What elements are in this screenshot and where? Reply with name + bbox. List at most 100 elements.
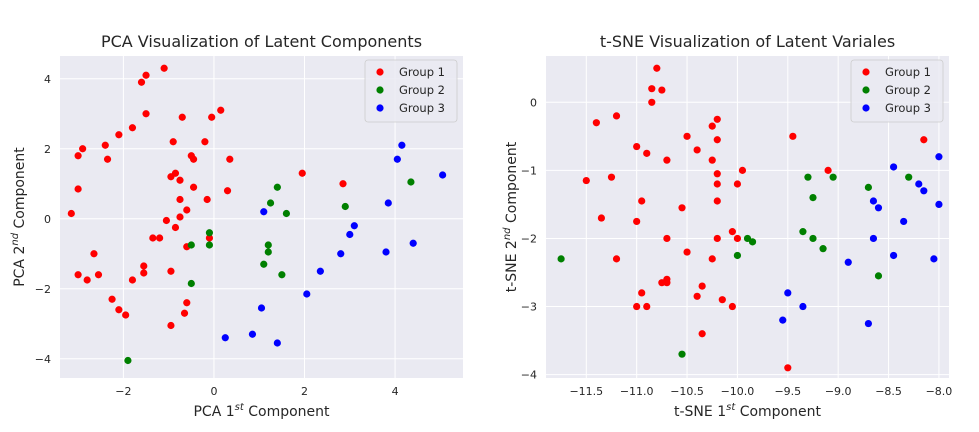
x-tick-label: −9.5 — [774, 385, 801, 398]
data-point — [864, 319, 873, 328]
data-point — [273, 339, 281, 347]
legend-marker — [376, 68, 384, 76]
x-tick-label: 2 — [301, 385, 308, 398]
data-point — [789, 132, 797, 140]
data-point — [935, 200, 943, 209]
x-tick-label: −10.5 — [670, 385, 704, 398]
data-point — [804, 173, 812, 181]
legend: Group 1 Group 2 Group 3 — [850, 59, 944, 123]
data-point — [748, 238, 757, 246]
y-tick-label: −4 — [35, 353, 51, 366]
data-point — [663, 234, 671, 243]
data-point — [678, 204, 686, 212]
data-point — [633, 302, 641, 311]
data-point — [809, 234, 817, 243]
data-point — [74, 152, 82, 160]
data-point — [176, 213, 184, 221]
data-point — [142, 110, 150, 118]
data-point — [557, 255, 565, 263]
data-point — [282, 209, 291, 218]
data-point — [187, 279, 195, 288]
legend-marker — [862, 104, 870, 112]
y-axis-title-rest: Component — [504, 141, 520, 227]
data-point — [248, 330, 257, 338]
y-tick-label: 0 — [530, 96, 537, 109]
data-point — [889, 163, 898, 171]
data-point — [698, 282, 706, 290]
data-point — [137, 78, 146, 86]
data-point — [128, 124, 137, 132]
data-point — [278, 271, 286, 279]
data-point — [83, 276, 91, 284]
data-point — [382, 248, 390, 256]
y-axis-title: PCA 2nd Component — [10, 147, 28, 287]
data-point — [643, 149, 651, 157]
data-point — [930, 255, 938, 263]
legend-label: Group 2 — [399, 83, 445, 97]
y-tick-label: −4 — [521, 369, 537, 382]
data-point — [864, 183, 873, 191]
data-point — [905, 173, 913, 181]
data-point — [824, 166, 832, 174]
data-point — [187, 241, 195, 249]
data-point — [638, 197, 646, 205]
data-point — [101, 141, 109, 149]
x-tick-label: −11.0 — [620, 385, 654, 398]
data-point — [713, 180, 721, 188]
x-axis-title-superscript: st — [235, 402, 245, 413]
y-axis-title-rest: Component — [12, 147, 28, 233]
chart-title: PCA Visualization of Latent Components — [101, 32, 422, 51]
data-point — [226, 155, 234, 163]
data-point — [869, 197, 878, 205]
data-point — [142, 71, 150, 79]
data-point — [103, 155, 112, 163]
data-point — [658, 86, 666, 94]
data-point — [169, 138, 177, 146]
data-point — [115, 131, 123, 139]
data-point — [167, 173, 175, 181]
data-point — [223, 187, 232, 195]
data-point — [819, 245, 827, 253]
x-tick-label: −10.0 — [721, 385, 755, 398]
data-point — [869, 234, 878, 243]
data-point — [205, 241, 214, 249]
legend-label: Group 3 — [399, 101, 445, 115]
legend-marker — [376, 86, 384, 94]
x-axis-title: PCA 1st Component — [193, 402, 330, 420]
data-point — [784, 289, 792, 297]
y-tick-label: 0 — [44, 213, 51, 226]
data-point — [698, 330, 706, 338]
data-point — [633, 142, 641, 151]
x-axis-title-rest: Component — [735, 404, 821, 420]
data-point — [128, 276, 137, 284]
data-point — [829, 173, 837, 181]
data-point — [260, 208, 268, 216]
data-point — [683, 248, 691, 256]
data-point — [337, 250, 345, 258]
y-axis-title-superscript: nd — [502, 227, 513, 240]
data-point — [738, 166, 747, 174]
data-point — [74, 185, 82, 193]
y-axis-title-base: t-SNE 2 — [504, 240, 520, 292]
data-point — [74, 271, 82, 279]
data-point — [140, 269, 148, 277]
data-point — [844, 258, 852, 266]
x-axis-title-superscript: st — [726, 402, 736, 413]
data-point — [180, 309, 189, 317]
x-tick-label: −11.5 — [569, 385, 603, 398]
data-point — [648, 98, 656, 106]
data-point — [718, 296, 726, 304]
legend-box — [850, 59, 944, 123]
data-point — [678, 350, 686, 358]
data-point — [889, 251, 898, 260]
series-group-1 — [67, 64, 347, 330]
data-point — [316, 267, 324, 275]
y-tick-label: −1 — [521, 164, 537, 177]
data-point — [693, 292, 701, 300]
data-point — [809, 193, 817, 202]
y-tick-label: 2 — [44, 143, 51, 156]
data-point — [90, 250, 98, 258]
data-point — [115, 306, 123, 314]
legend-marker — [376, 104, 384, 112]
y-axis-title-base: PCA 2 — [12, 246, 28, 287]
